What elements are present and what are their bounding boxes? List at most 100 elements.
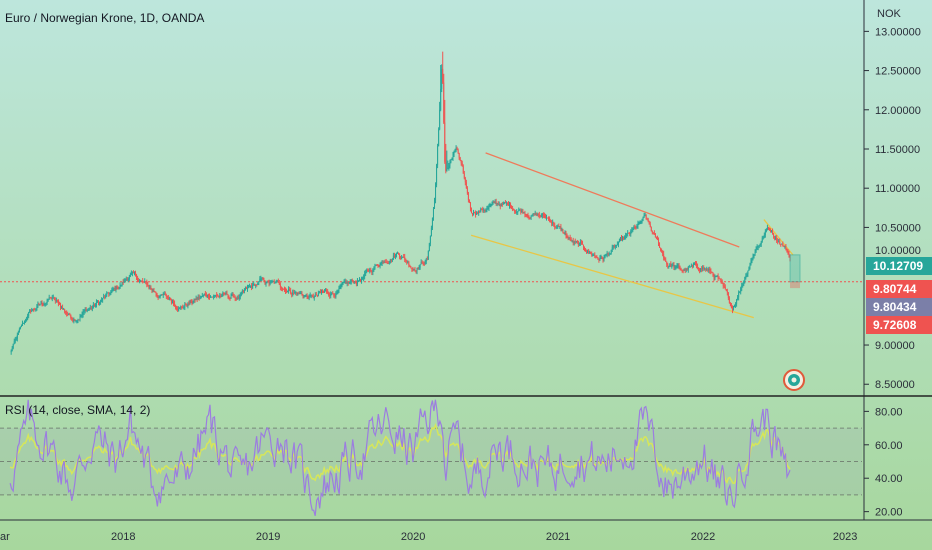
candle-body <box>122 281 124 283</box>
candle-body <box>642 216 644 220</box>
candle-body <box>235 298 237 300</box>
candle-body <box>214 295 216 297</box>
candle-body <box>145 281 147 283</box>
candle-body <box>281 288 283 290</box>
candle-body <box>347 282 349 284</box>
candle-body <box>190 300 192 303</box>
candle-body <box>779 241 781 245</box>
candle-body <box>29 309 31 313</box>
candle-body <box>149 287 151 289</box>
candle-body <box>758 245 760 247</box>
time-tick-label: 2018 <box>111 531 135 543</box>
candle-body <box>222 293 224 295</box>
candle-body <box>205 294 207 297</box>
candle-body <box>525 214 527 216</box>
candle-body <box>598 258 600 261</box>
candle-body <box>208 296 210 298</box>
candle-body <box>391 259 393 261</box>
candle-body <box>694 262 696 264</box>
candle-body <box>255 284 257 286</box>
candle-body <box>709 268 711 272</box>
candle-body <box>19 326 21 330</box>
candle-body <box>101 300 103 302</box>
candle-body <box>346 282 348 284</box>
replay-icon[interactable] <box>783 369 805 391</box>
candle-body <box>223 293 225 295</box>
rsi-pane[interactable] <box>0 399 862 516</box>
chart-title: Euro / Norwegian Krone, 1D, OANDA <box>5 11 204 25</box>
price-top-tick-label: 10.00000 <box>875 245 921 257</box>
candle-body <box>600 257 602 259</box>
candle-body <box>78 319 80 321</box>
candle-body <box>512 208 514 210</box>
candle-body <box>611 247 613 250</box>
candle-body <box>12 343 14 349</box>
candle-body <box>475 213 477 215</box>
candle-body <box>206 294 208 297</box>
candle-body <box>446 168 448 172</box>
candle-body <box>41 302 43 304</box>
candle-body <box>337 290 339 292</box>
candle-body <box>71 317 73 320</box>
candle-body <box>388 262 390 264</box>
candle-body <box>141 280 143 282</box>
candle-body <box>328 292 330 295</box>
candle-body <box>408 261 410 266</box>
candle-body <box>479 210 481 212</box>
candle-body <box>142 280 144 282</box>
candle-body <box>454 149 456 151</box>
candle-body <box>560 226 562 230</box>
candle-body <box>159 294 161 297</box>
candle-body <box>572 240 574 243</box>
candle-body <box>780 244 782 246</box>
candle-body <box>681 269 683 271</box>
candle-body <box>111 289 113 292</box>
candle-body <box>17 332 19 335</box>
candle-body <box>617 241 619 245</box>
candle-body <box>53 297 55 300</box>
candle-body <box>685 268 687 271</box>
candle-body <box>543 215 545 217</box>
candle-body <box>89 307 91 310</box>
candle-body <box>143 281 145 283</box>
candle-body <box>569 237 571 239</box>
candle-body <box>489 205 491 207</box>
candle-body <box>85 309 87 312</box>
candle-body <box>189 300 191 304</box>
candle-body <box>786 250 788 253</box>
candle-body <box>158 296 160 298</box>
candle-body <box>657 239 659 245</box>
candle-body <box>370 269 372 272</box>
candle-body <box>131 271 133 274</box>
candle-body <box>643 215 645 217</box>
time-tick-label: 2020 <box>401 531 425 543</box>
candle-body <box>769 229 771 233</box>
candle-body <box>768 228 770 230</box>
candle-body <box>482 209 484 211</box>
candle-body <box>81 314 83 316</box>
candle-body <box>135 272 137 275</box>
candle-body <box>103 296 105 299</box>
price-label: 9.72608 <box>873 318 917 332</box>
candle-body <box>77 319 79 321</box>
candle-body <box>666 261 668 265</box>
candle-body <box>717 275 719 279</box>
candle-body <box>70 314 72 318</box>
candle-body <box>197 297 199 300</box>
candle-body <box>165 295 167 297</box>
candle-body <box>239 294 241 297</box>
price-label-bg <box>866 316 932 334</box>
candle-body <box>673 265 675 268</box>
candle-body <box>555 226 557 228</box>
candle-body <box>317 292 319 296</box>
candle-body <box>541 214 543 216</box>
candle-body <box>173 302 175 304</box>
candle-body <box>548 218 550 220</box>
candle-body <box>514 210 516 212</box>
candle-body <box>257 282 259 285</box>
price-pane[interactable] <box>0 51 862 391</box>
candle-body <box>39 304 41 306</box>
candle-body <box>125 278 127 280</box>
